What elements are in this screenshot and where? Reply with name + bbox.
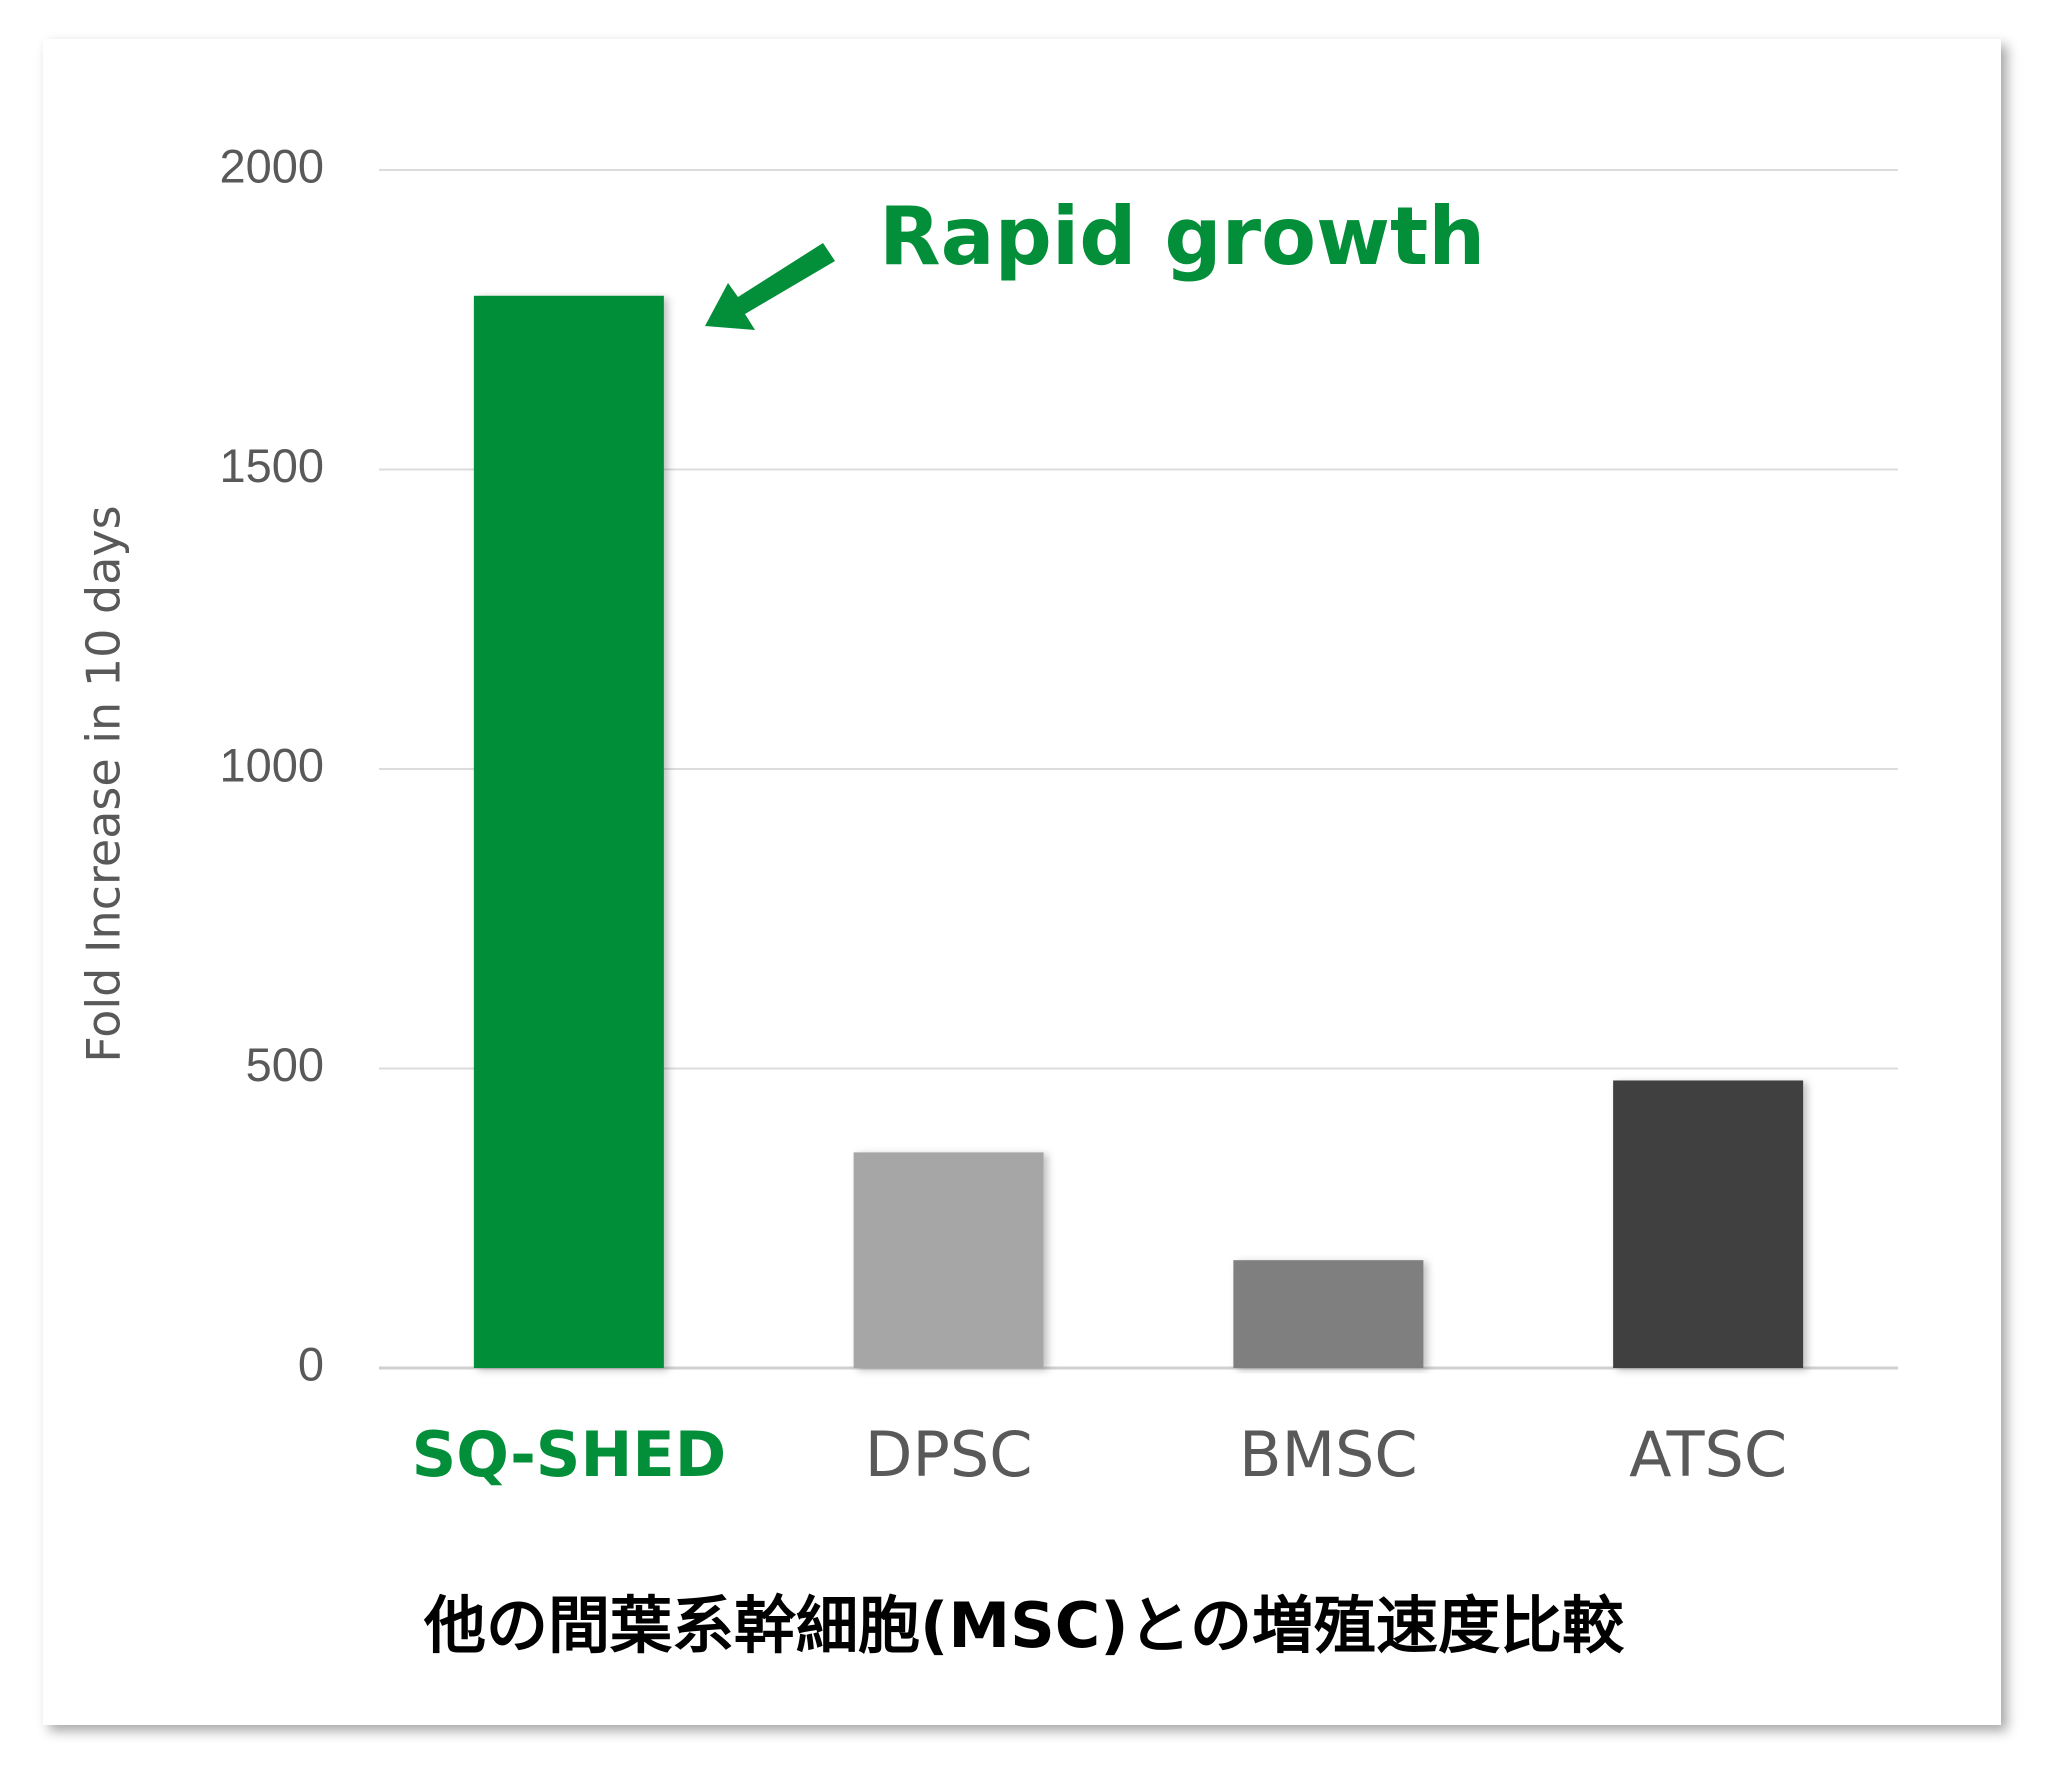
bar (853, 1152, 1044, 1368)
plot-area: 0 500 1000 1500 2000 SQ-SHED DPSC BMSC ATSC (219, 139, 1898, 1491)
annotation-arrow (705, 243, 835, 330)
y-tick-label: 0 (298, 1337, 324, 1390)
y-tick-label: 2000 (219, 139, 324, 192)
annotation: Rapid growth (879, 190, 1485, 283)
bar (1233, 1260, 1424, 1368)
chart-title: 他の間葉系幹細胞(MSC)との増殖速度比較 (423, 1589, 1625, 1662)
y-tick-label: 1000 (219, 738, 324, 791)
bar (1613, 1080, 1804, 1368)
bar (473, 295, 664, 1368)
x-tick-label: BMSC (1239, 1418, 1418, 1491)
x-tick-label: ATSC (1629, 1418, 1787, 1491)
y-axis-label: Fold Increase in 10 days (77, 505, 131, 1062)
y-tick-label: 1500 (219, 439, 324, 492)
x-tick-label: DPSC (865, 1418, 1033, 1491)
frame (43, 39, 2001, 1725)
x-tick-label: SQ-SHED (412, 1418, 727, 1491)
y-tick-label: 500 (246, 1038, 324, 1091)
